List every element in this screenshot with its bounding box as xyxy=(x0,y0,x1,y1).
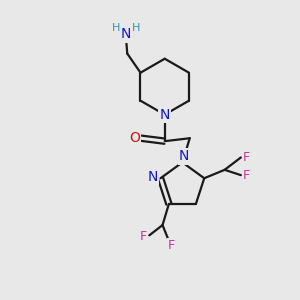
Text: O: O xyxy=(129,131,140,145)
Text: F: F xyxy=(243,151,250,164)
Text: N: N xyxy=(179,149,189,164)
Text: H: H xyxy=(132,23,140,33)
Text: N: N xyxy=(121,27,131,41)
Text: H: H xyxy=(112,23,121,33)
Text: F: F xyxy=(168,239,175,252)
Text: N: N xyxy=(148,170,158,184)
Text: N: N xyxy=(160,108,170,122)
Text: F: F xyxy=(140,230,147,243)
Text: F: F xyxy=(243,169,250,182)
